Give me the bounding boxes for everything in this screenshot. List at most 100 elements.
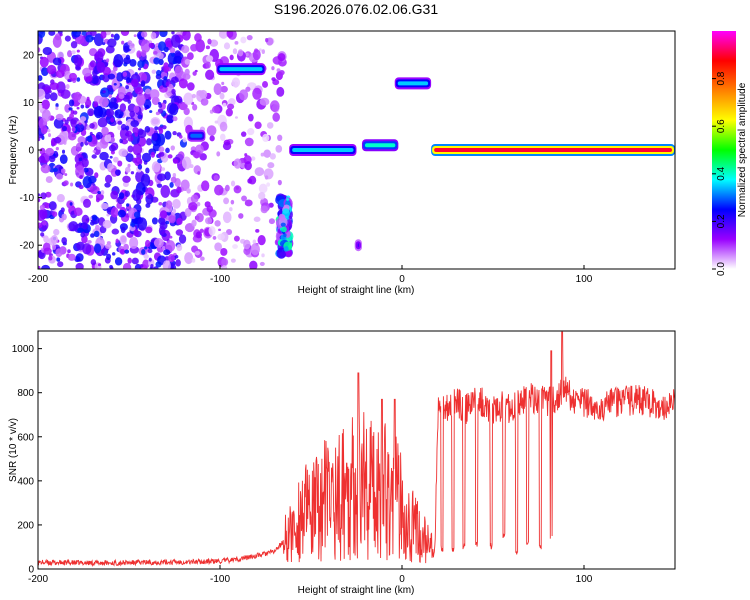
heatmap-cell [181,156,192,170]
heatmap-cell [38,155,46,164]
heatmap-cell [41,109,51,122]
heatmap-cell [121,40,125,45]
heatmap-cell [76,106,80,110]
heatmap-cell [71,126,76,132]
heatmap-cell [182,73,191,80]
heatmap-cell [71,50,76,55]
heatmap-cell [91,75,99,85]
heatmap-cell [76,241,85,251]
heatmap-cell [143,99,152,110]
y-tick-label: -10 [20,193,35,204]
colorbar-tick-label: 0.4 [716,166,727,180]
heatmap-cell [244,199,253,207]
x-tick-label: 100 [576,274,593,285]
heatmap-cell [148,257,152,262]
heatmap-cell [245,86,251,92]
snr-x-ticks: -200 -100 0 100 [28,565,593,585]
heatmap-cell [163,65,169,73]
heatmap-cell [169,182,174,188]
heatmap-cell [125,85,129,90]
heatmap-cell [111,228,120,235]
heatmap-cell [81,214,90,225]
heatmap-cell [222,102,227,108]
heatmap-cell [182,137,187,143]
heatmap-cell [98,96,109,108]
heatmap-cell [133,105,140,113]
colorbar-tick-label: 0.2 [716,214,727,228]
heatmap-cell [174,65,183,78]
heatmap-cell [68,107,73,111]
heatmap-cell [172,208,177,214]
heatmap-cell [137,217,148,231]
colorbar-tick-label: 0.6 [716,119,727,133]
heatmap-cell [279,251,287,258]
heatmap-cell [259,261,265,266]
heatmap-cell [221,81,225,86]
heatmap-cell [110,117,115,123]
heatmap-cell [190,194,199,203]
heatmap-cell [157,41,167,51]
heatmap-cell [148,97,152,101]
heatmap-cell [190,43,198,52]
heatmap-cell [276,86,285,97]
heatmap-cell [262,133,270,143]
heatmap-cell [95,224,100,231]
heatmap-cell [67,78,71,82]
heatmap-cell [67,249,71,254]
heatmap-cell [52,35,62,48]
x-tick-label: -100 [210,574,230,585]
heatmap-cell [264,175,269,180]
heatmap-cell [186,82,195,91]
heatmap-cell [232,244,238,249]
heatmap-cell [70,119,77,125]
heatmap-cell [117,120,123,125]
heatmap-cell [89,185,100,195]
heatmap-cell [157,173,167,182]
heatmap-cell [126,77,131,84]
heatmap-cell [176,217,183,226]
heatmap-cell [199,228,204,233]
heatmap-cell [93,230,100,238]
colorbar-label: Normalized spectral amplitude [737,82,748,217]
colorbar-tick-label: 0.0 [716,262,727,276]
heatmap-cell [64,35,71,42]
heatmap-cell [240,131,247,137]
heatmap-cell [108,144,116,152]
heatmap-cell [277,179,282,186]
colorbar-tick-label: 0.8 [716,71,727,85]
heatmap-cell [119,103,127,112]
heatmap-cell [43,247,52,255]
heatmap-cell [218,31,226,38]
heatmap-cell [176,244,183,252]
heatmap-cell [132,143,143,156]
heatmap-cell [129,58,137,67]
heatmap-cell [277,134,283,142]
heatmap-cell [261,49,265,54]
heatmap-cell [260,205,269,214]
colorbar-ticks: 0.0 0.2 0.4 0.6 0.8 [712,71,727,276]
heatmap-cell [227,103,235,110]
heatmap-cell [209,39,219,47]
heatmap-cell [41,99,50,110]
heatmap-cell [107,134,111,138]
heatmap-cell [209,135,215,142]
heatmap-cell [124,249,130,254]
heatmap-cell [211,105,221,114]
heatmap-cell [259,97,270,106]
heatmap-cell [175,259,181,267]
heatmap-cell [250,156,256,161]
snr-panel: -200 -100 0 100 0 200 400 600 800 1000 Height of… [8,330,676,596]
heatmap-cell [42,220,47,226]
heatmap-cell [201,180,210,192]
heatmap-cell [90,221,95,226]
heatmap-cell [151,69,157,74]
heatmap-cell [234,116,239,119]
heatmap-cell [168,83,173,89]
y-tick-label: 400 [17,476,34,487]
heatmap-cell [260,152,265,157]
heatmap-cell [246,35,253,41]
heatmap-cell [169,103,179,116]
heatmap-cell [107,38,117,48]
heatmap-cell [92,149,97,153]
